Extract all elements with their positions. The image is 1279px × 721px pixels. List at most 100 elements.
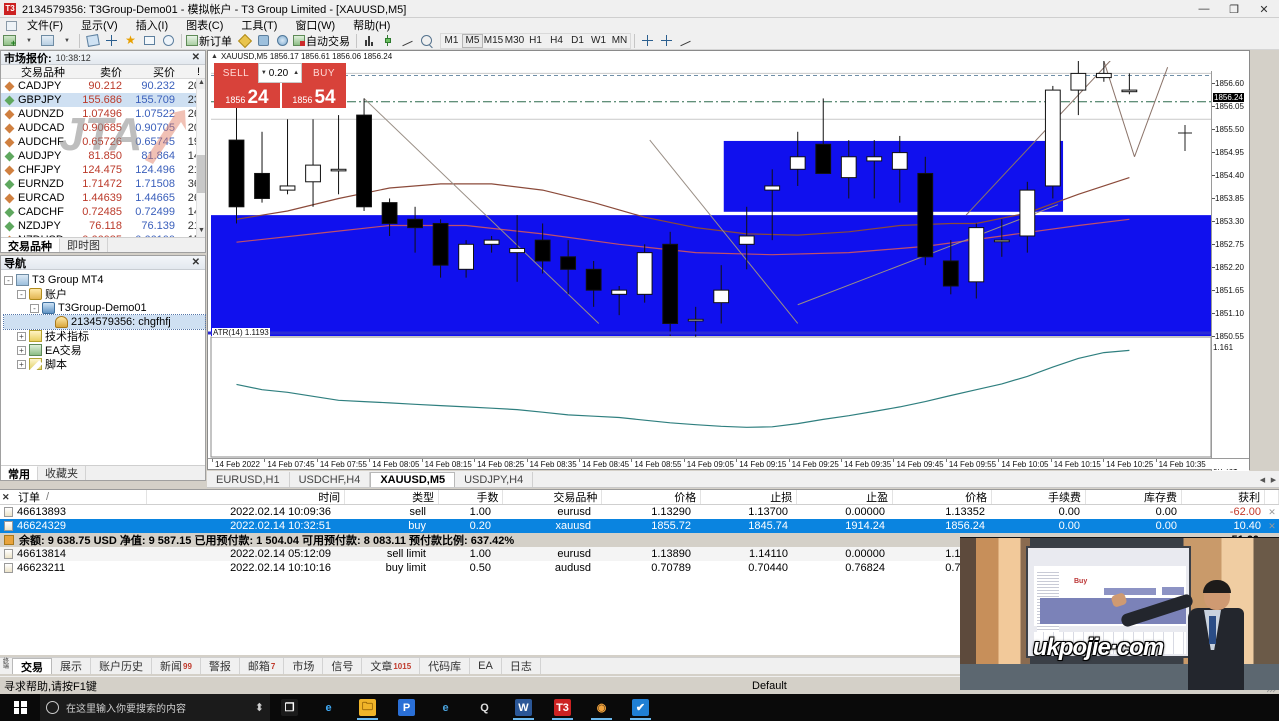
taskbar-edge-icon[interactable]: e xyxy=(309,694,348,721)
col-ask[interactable]: 买价 xyxy=(153,66,175,79)
tab-symbols[interactable]: 交易品种 xyxy=(1,238,60,253)
market-watch-row[interactable]: GBPJPY 155.686 155.709 23 xyxy=(1,93,205,107)
chart-tab-xauusd[interactable]: XAUUSD,M5 xyxy=(370,472,456,487)
timeframe-mn[interactable]: MN xyxy=(611,35,628,46)
chart-tab-usdjpy[interactable]: USDJPY,H4 xyxy=(455,472,534,487)
close-icon[interactable]: ✕ xyxy=(191,52,200,63)
chart-tab-eurusd[interactable]: EURUSD,H1 xyxy=(207,472,290,487)
taskbar-t3-terminal-icon[interactable]: T3 xyxy=(543,694,582,721)
col-takeprofit[interactable]: 止盈 xyxy=(797,490,894,504)
close-button[interactable]: ✕ xyxy=(1259,3,1269,16)
minimize-button[interactable]: — xyxy=(1198,3,1210,15)
terminal-tab-代码库[interactable]: 代码库 xyxy=(420,658,471,674)
tab-common[interactable]: 常用 xyxy=(1,466,38,481)
navigator-node[interactable]: - 账户 xyxy=(4,287,205,301)
col-lots[interactable]: 手数 xyxy=(439,490,504,504)
expander-icon[interactable]: - xyxy=(4,275,13,285)
market-watch-scrollbar[interactable]: ▲ ▼ xyxy=(196,79,205,237)
oct-buy-label[interactable]: BUY xyxy=(302,63,346,83)
col-bid[interactable]: 卖价 xyxy=(100,66,122,79)
menu-item-insert[interactable]: 插入(I) xyxy=(135,20,169,32)
close-position-icon[interactable]: ✕ xyxy=(1268,520,1276,531)
terminal-tab-展示[interactable]: 展示 xyxy=(52,658,91,674)
signals-button[interactable] xyxy=(274,33,291,49)
scroll-up-icon[interactable]: ▲ xyxy=(197,79,205,89)
taskbar-file-explorer-icon[interactable]: 🗀 xyxy=(348,694,387,721)
chart-canvas[interactable]: ATR(14) 1.1193 1856.60 1856.05 1855.50 1854… xyxy=(208,56,1249,479)
timeframe-h1[interactable]: H1 xyxy=(529,35,542,46)
terminal-tab-EA[interactable]: EA xyxy=(470,658,502,674)
market-watch-row[interactable]: AUDJPY 81.850 81.864 14 xyxy=(1,149,205,163)
market-watch-row[interactable]: EURCAD 1.44639 1.44665 26 xyxy=(1,191,205,205)
navigator-node[interactable]: + EA交易 xyxy=(4,343,205,357)
tab-favorites[interactable]: 收藏夹 xyxy=(38,466,86,480)
strategy-tester-button[interactable] xyxy=(160,33,177,49)
timeframe-m15[interactable]: M15 xyxy=(483,35,504,46)
navigator-button[interactable]: ★ xyxy=(122,33,139,49)
expander-icon[interactable]: + xyxy=(17,345,26,355)
new-chart-button[interactable] xyxy=(1,33,18,49)
timeframe-m1[interactable]: M1 xyxy=(444,35,459,46)
terminal-tab-文章[interactable]: 文章 1015 xyxy=(362,658,421,674)
terminal-row[interactable]: 46624329 2022.02.14 10:32:51 buy 0.20 xauusd… xyxy=(0,519,1279,533)
col-current-price[interactable]: 价格 xyxy=(893,490,993,504)
taskbar-internet-explorer-icon[interactable]: e xyxy=(426,694,465,721)
col-time[interactable]: 时间 xyxy=(147,490,346,504)
taskbar-chrome-icon[interactable]: ◉ xyxy=(582,694,621,721)
navigator-node[interactable]: 2134579356: chgfhfj xyxy=(3,314,206,330)
taskbar-search-app-icon[interactable]: Q xyxy=(465,694,504,721)
market-watch-row[interactable]: EURNZD 1.71472 1.71508 36 xyxy=(1,177,205,191)
navigator-node[interactable]: - T3 Group MT4 xyxy=(4,273,205,287)
expander-icon[interactable]: - xyxy=(30,303,39,313)
market-watch-row[interactable]: AUDCHF 0.65726 0.65745 19 xyxy=(1,135,205,149)
terminal-tab-信号[interactable]: 信号 xyxy=(323,658,363,674)
market-watch-row[interactable]: CHFJPY 124.475 124.496 21 xyxy=(1,163,205,177)
terminal-tab-邮箱[interactable]: 邮箱 7 xyxy=(240,658,285,674)
expander-icon[interactable]: + xyxy=(17,359,26,369)
close-position-icon[interactable]: ✕ xyxy=(1268,506,1276,517)
market-watch-row[interactable]: CADCHF 0.72485 0.72499 14 xyxy=(1,205,205,219)
sell-price-button[interactable]: 1856 24 xyxy=(214,83,280,108)
chart-tab-usdchf[interactable]: USDCHF,H4 xyxy=(290,472,371,487)
navigator-node[interactable]: + 技术指标 xyxy=(4,329,205,343)
terminal-tab-市场[interactable]: 市场 xyxy=(284,658,324,674)
chevron-up-icon[interactable]: ▲ xyxy=(293,70,300,76)
menu-item-help[interactable]: 帮助(H) xyxy=(353,20,391,32)
autotrading-button[interactable]: 自动交易 xyxy=(293,33,352,49)
col-commission[interactable]: 手续费 xyxy=(992,490,1087,504)
new-order-button[interactable]: 新订单 xyxy=(186,33,234,49)
close-icon[interactable]: ✕ xyxy=(2,492,10,502)
microphone-icon[interactable]: ⬍ xyxy=(254,702,264,714)
col-spread[interactable]: ! xyxy=(196,65,200,78)
buy-price-button[interactable]: 1856 54 xyxy=(280,83,346,108)
timeframe-w1[interactable]: W1 xyxy=(591,35,606,46)
collapse-icon[interactable]: ▲ xyxy=(211,52,218,60)
menu-item-file[interactable]: 文件(F) xyxy=(27,20,64,32)
market-watch-row[interactable]: AUDNZD 1.07496 1.07522 26 xyxy=(1,107,205,121)
start-button[interactable] xyxy=(0,694,40,721)
taskbar-task-view-icon[interactable]: ❐ xyxy=(270,694,309,721)
trendline-button[interactable] xyxy=(677,33,694,49)
terminal-tab-新闻[interactable]: 新闻 99 xyxy=(152,658,201,674)
col-order[interactable]: 订单 / xyxy=(14,490,148,504)
time-axis[interactable]: 14 Feb 2022 14 Feb 07:45 14 Feb 07:55 14 Fe… xyxy=(208,458,1249,469)
market-watch-row[interactable]: CADJPY 90.212 90.232 20 xyxy=(1,79,205,93)
timeframe-m5[interactable]: M5 xyxy=(462,33,483,48)
profiles-dropdown[interactable]: ▼ xyxy=(58,33,75,49)
taskbar-search[interactable]: 在这里输入你要搜索的内容 ⬍ xyxy=(40,694,270,721)
terminal-row[interactable]: 46613893 2022.02.14 10:09:36 sell 1.00 eurus… xyxy=(0,505,1279,519)
terminal-tab-日志[interactable]: 日志 xyxy=(502,658,541,674)
scrollbar-thumb[interactable] xyxy=(197,155,205,193)
mql-community-button[interactable] xyxy=(255,33,272,49)
col-open-price[interactable]: 价格 xyxy=(602,490,702,504)
close-icon[interactable]: ✕ xyxy=(191,257,200,268)
candlestick-button[interactable] xyxy=(380,33,397,49)
new-chart-dropdown[interactable]: ▼ xyxy=(20,33,37,49)
col-profit[interactable]: 获利 xyxy=(1182,490,1266,504)
menu-item-charts[interactable]: 图表(C) xyxy=(186,20,224,32)
profiles-button[interactable] xyxy=(39,33,56,49)
timeframe-m30[interactable]: M30 xyxy=(504,35,525,46)
volume-input[interactable]: ▼ 0.20 ▲ xyxy=(258,63,302,83)
chart-plot[interactable] xyxy=(208,56,1249,469)
menu-item-view[interactable]: 显示(V) xyxy=(81,20,118,32)
